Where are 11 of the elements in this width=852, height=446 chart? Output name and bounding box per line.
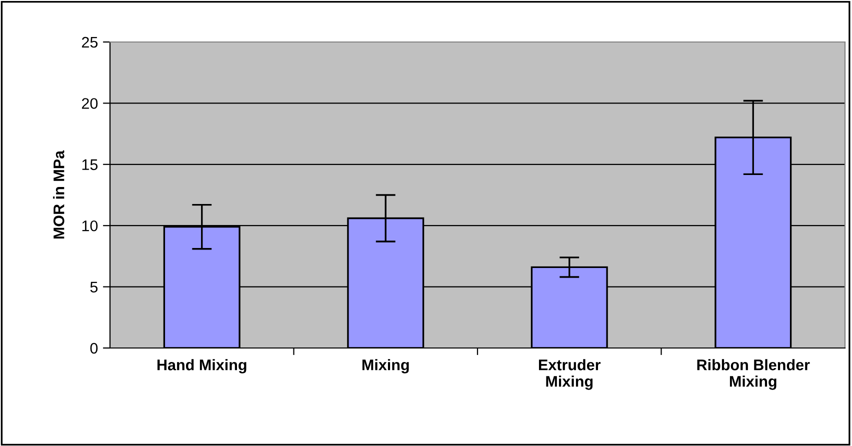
x-tick-label: Ribbon Blender Mixing: [697, 359, 810, 390]
y-tick-label: 5: [90, 282, 98, 292]
x-tick-label: Extruder Mixing: [538, 359, 601, 390]
y-tick-label: 25: [82, 36, 98, 48]
y-axis-title: MOR in MPa: [53, 150, 64, 239]
y-tick-label: 20: [82, 98, 98, 109]
y-tick-label: 0: [90, 342, 98, 354]
x-tick-label: Mixing: [362, 359, 409, 374]
y-tick-label: 10: [82, 220, 98, 232]
x-tick-label: Hand Mixing: [157, 359, 246, 374]
y-tick-label: 15: [82, 159, 98, 170]
